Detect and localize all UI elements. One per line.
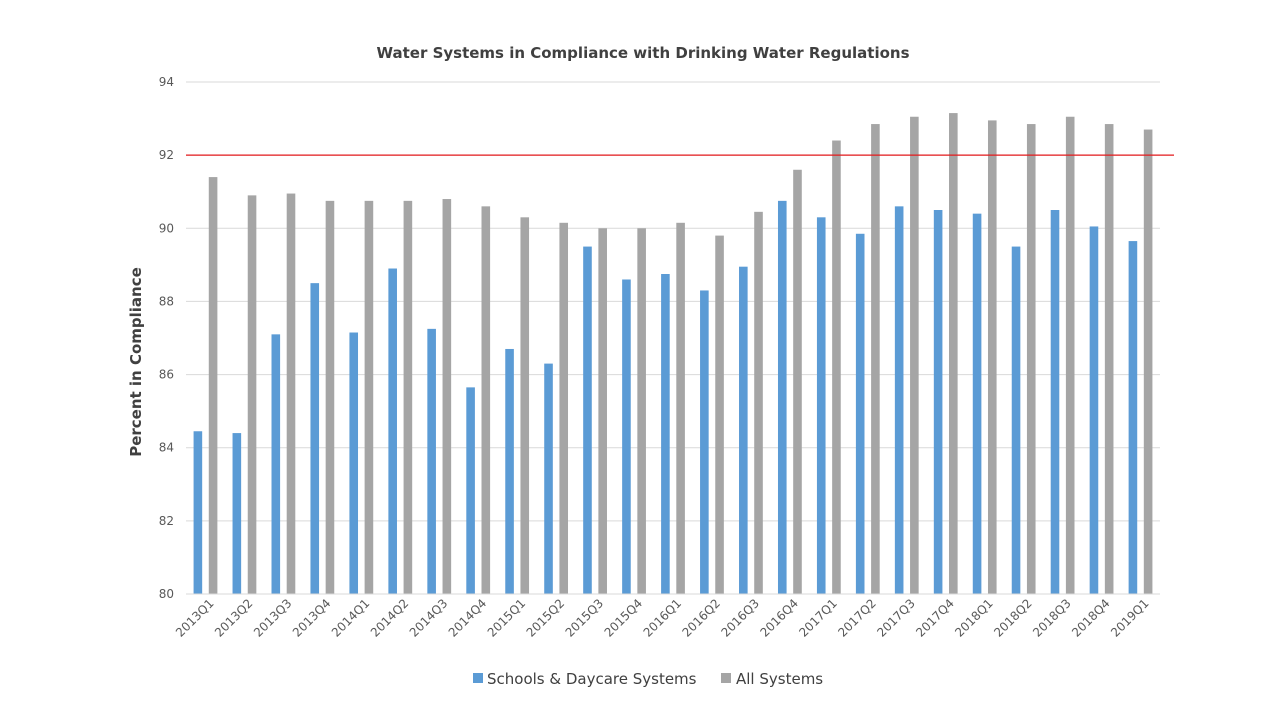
bar-schools-daycare — [583, 246, 592, 595]
x-tick-label: 2013Q1 — [173, 596, 217, 640]
bar-all-systems — [286, 193, 296, 595]
bar-schools-daycare — [544, 363, 553, 594]
x-tick-label: 2019Q1 — [1108, 596, 1152, 640]
x-tick-label: 2016Q1 — [641, 596, 685, 640]
bar-all-systems — [520, 217, 530, 595]
bar-schools-daycare — [1089, 226, 1099, 594]
x-tick-label: 2014Q2 — [368, 596, 412, 640]
bar-schools-daycare — [427, 328, 436, 594]
bar-schools-daycare — [816, 217, 826, 595]
bar-all-systems — [754, 211, 763, 595]
bar-all-systems — [987, 120, 997, 595]
x-tick-label: 2017Q3 — [874, 596, 918, 640]
bar-all-systems — [910, 116, 919, 594]
legend-swatch — [473, 673, 483, 683]
bar-schools-daycare — [622, 279, 631, 594]
x-tick-label: 2018Q3 — [1030, 596, 1074, 640]
bar-schools-daycare — [894, 206, 904, 595]
bar-all-systems — [442, 199, 452, 594]
bar-all-systems — [637, 228, 646, 595]
bar-schools-daycare — [700, 290, 709, 594]
x-tick-label: 2015Q1 — [485, 596, 529, 640]
bar-all-systems — [403, 200, 413, 594]
bar-schools-daycare — [193, 431, 203, 594]
bar-schools-daycare — [349, 332, 359, 594]
legend-item: Schools & Daycare Systems — [473, 670, 697, 688]
y-tick-label: 88 — [159, 294, 174, 308]
bar-all-systems — [1026, 124, 1036, 595]
x-tick-label: 2018Q1 — [952, 596, 996, 640]
legend-label: All Systems — [736, 670, 823, 688]
y-tick-label: 82 — [159, 514, 174, 528]
bar-schools-daycare — [1050, 210, 1060, 594]
x-tick-label: 2016Q2 — [680, 596, 724, 640]
bar-all-systems — [832, 140, 841, 594]
bar-schools-daycare — [933, 210, 943, 594]
bar-all-systems — [208, 177, 218, 595]
x-tick-label: 2018Q4 — [1069, 596, 1113, 640]
chart-title: Water Systems in Compliance with Drinkin… — [376, 44, 909, 62]
x-tick-label: 2013Q3 — [251, 596, 295, 640]
bar-schools-daycare — [855, 233, 865, 594]
x-tick-label: 2014Q1 — [329, 596, 373, 640]
bar-all-systems — [247, 195, 257, 594]
bar-all-systems — [1104, 124, 1114, 595]
x-tick-label: 2016Q3 — [718, 596, 762, 640]
y-tick-label: 86 — [159, 368, 174, 382]
y-axis-title: Percent in Compliance — [127, 267, 145, 457]
x-tick-label: 2013Q4 — [290, 596, 334, 640]
x-tick-label: 2017Q1 — [796, 596, 840, 640]
bar-all-systems — [598, 228, 607, 595]
bar-schools-daycare — [1128, 241, 1138, 595]
x-tick-label: 2017Q4 — [913, 596, 957, 640]
y-tick-label: 90 — [159, 221, 174, 235]
bar-schools-daycare — [739, 266, 748, 594]
bar-schools-daycare — [232, 433, 242, 594]
x-tick-label: 2014Q4 — [446, 596, 490, 640]
bar-all-systems — [325, 200, 335, 594]
bar-all-systems — [481, 206, 491, 595]
bar-schools-daycare — [1011, 246, 1021, 595]
legend-item: All Systems — [721, 670, 823, 688]
bar-schools-daycare — [972, 213, 982, 594]
bar-schools-daycare — [271, 334, 281, 594]
bar-all-systems — [871, 124, 880, 595]
y-tick-label: 80 — [159, 587, 174, 601]
bar-all-systems — [1065, 116, 1075, 594]
x-tick-label: 2014Q3 — [407, 596, 451, 640]
bar-schools-daycare — [505, 348, 514, 594]
y-tick-label: 94 — [159, 75, 174, 89]
x-tick-label: 2016Q4 — [757, 596, 801, 640]
x-axis: 2013Q12013Q22013Q32013Q42014Q12014Q22014… — [173, 593, 1160, 640]
x-tick-label: 2017Q2 — [835, 596, 879, 640]
x-tick-label: 2013Q2 — [212, 596, 256, 640]
legend: Schools & Daycare Systems All Systems — [473, 670, 823, 688]
x-tick-label: 2015Q3 — [563, 596, 607, 640]
x-tick-label: 2015Q2 — [524, 596, 568, 640]
gridlines: 80 82 84 86 88 90 92 94 — [159, 75, 1160, 601]
x-tick-label: 2018Q2 — [991, 596, 1035, 640]
bar-all-systems — [676, 222, 685, 595]
bar-all-systems — [364, 200, 374, 594]
y-tick-label: 84 — [159, 441, 174, 455]
bar-all-systems — [559, 222, 569, 595]
bar-schools-daycare — [661, 274, 670, 594]
legend-swatch — [721, 673, 731, 683]
x-tick-label: 2015Q4 — [602, 596, 646, 640]
y-tick-label: 92 — [159, 148, 174, 162]
bars — [193, 113, 1153, 595]
legend-label: Schools & Daycare Systems — [487, 670, 697, 688]
bar-all-systems — [949, 113, 958, 594]
bar-schools-daycare — [388, 268, 397, 594]
bar-schools-daycare — [310, 283, 320, 594]
bar-all-systems — [715, 235, 724, 594]
bar-all-systems — [793, 169, 802, 594]
bar-schools-daycare — [466, 387, 475, 594]
bar-schools-daycare — [777, 200, 787, 594]
bar-all-systems — [1143, 129, 1153, 595]
